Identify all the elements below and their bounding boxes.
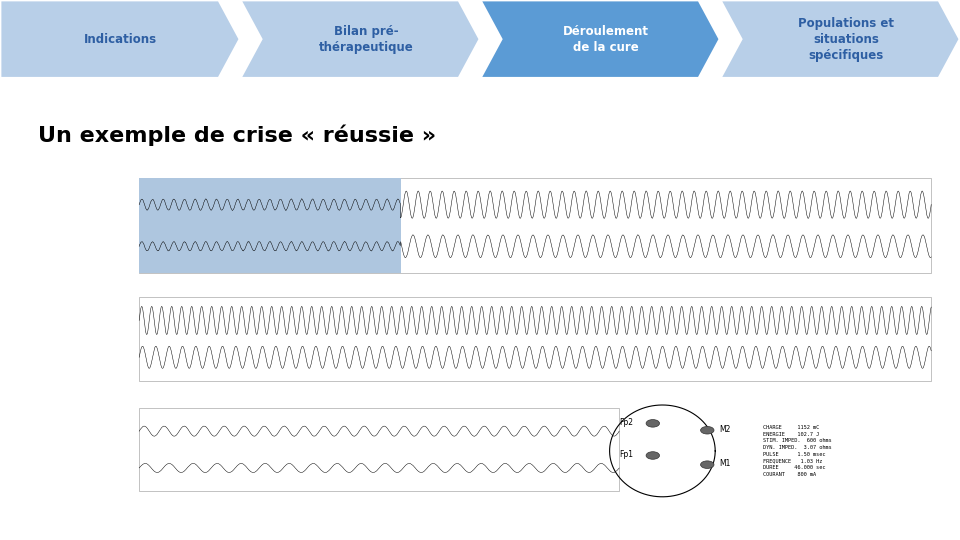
- Polygon shape: [240, 0, 480, 78]
- Text: M1: M1: [719, 459, 731, 468]
- Text: Populations et
situations
spécifiques: Populations et situations spécifiques: [799, 17, 895, 62]
- Bar: [139, 178, 931, 273]
- Circle shape: [701, 461, 714, 468]
- Text: Déroulement
de la cure: Déroulement de la cure: [564, 25, 649, 53]
- Circle shape: [646, 451, 660, 459]
- Text: Indications: Indications: [84, 32, 156, 46]
- Polygon shape: [720, 0, 960, 78]
- Bar: [139, 408, 619, 491]
- Text: M2: M2: [719, 424, 731, 434]
- Text: Fp1: Fp1: [619, 450, 633, 459]
- Text: Un exemple de crise « réussie »: Un exemple de crise « réussie »: [38, 124, 437, 146]
- Bar: [139, 178, 400, 273]
- Circle shape: [646, 420, 660, 427]
- Bar: [139, 297, 931, 381]
- Text: Fp2: Fp2: [619, 418, 633, 427]
- Polygon shape: [0, 0, 240, 78]
- Circle shape: [701, 427, 714, 434]
- Polygon shape: [480, 0, 720, 78]
- Text: Bilan pré-
thérapeutique: Bilan pré- thérapeutique: [319, 25, 414, 53]
- Text: CHARGE     1152 mC
ENERGIE    102.7 J
STIM. IMPED.  600 ohms
DYN. IMPED.  3.07 o: CHARGE 1152 mC ENERGIE 102.7 J STIM. IMP…: [763, 426, 832, 476]
